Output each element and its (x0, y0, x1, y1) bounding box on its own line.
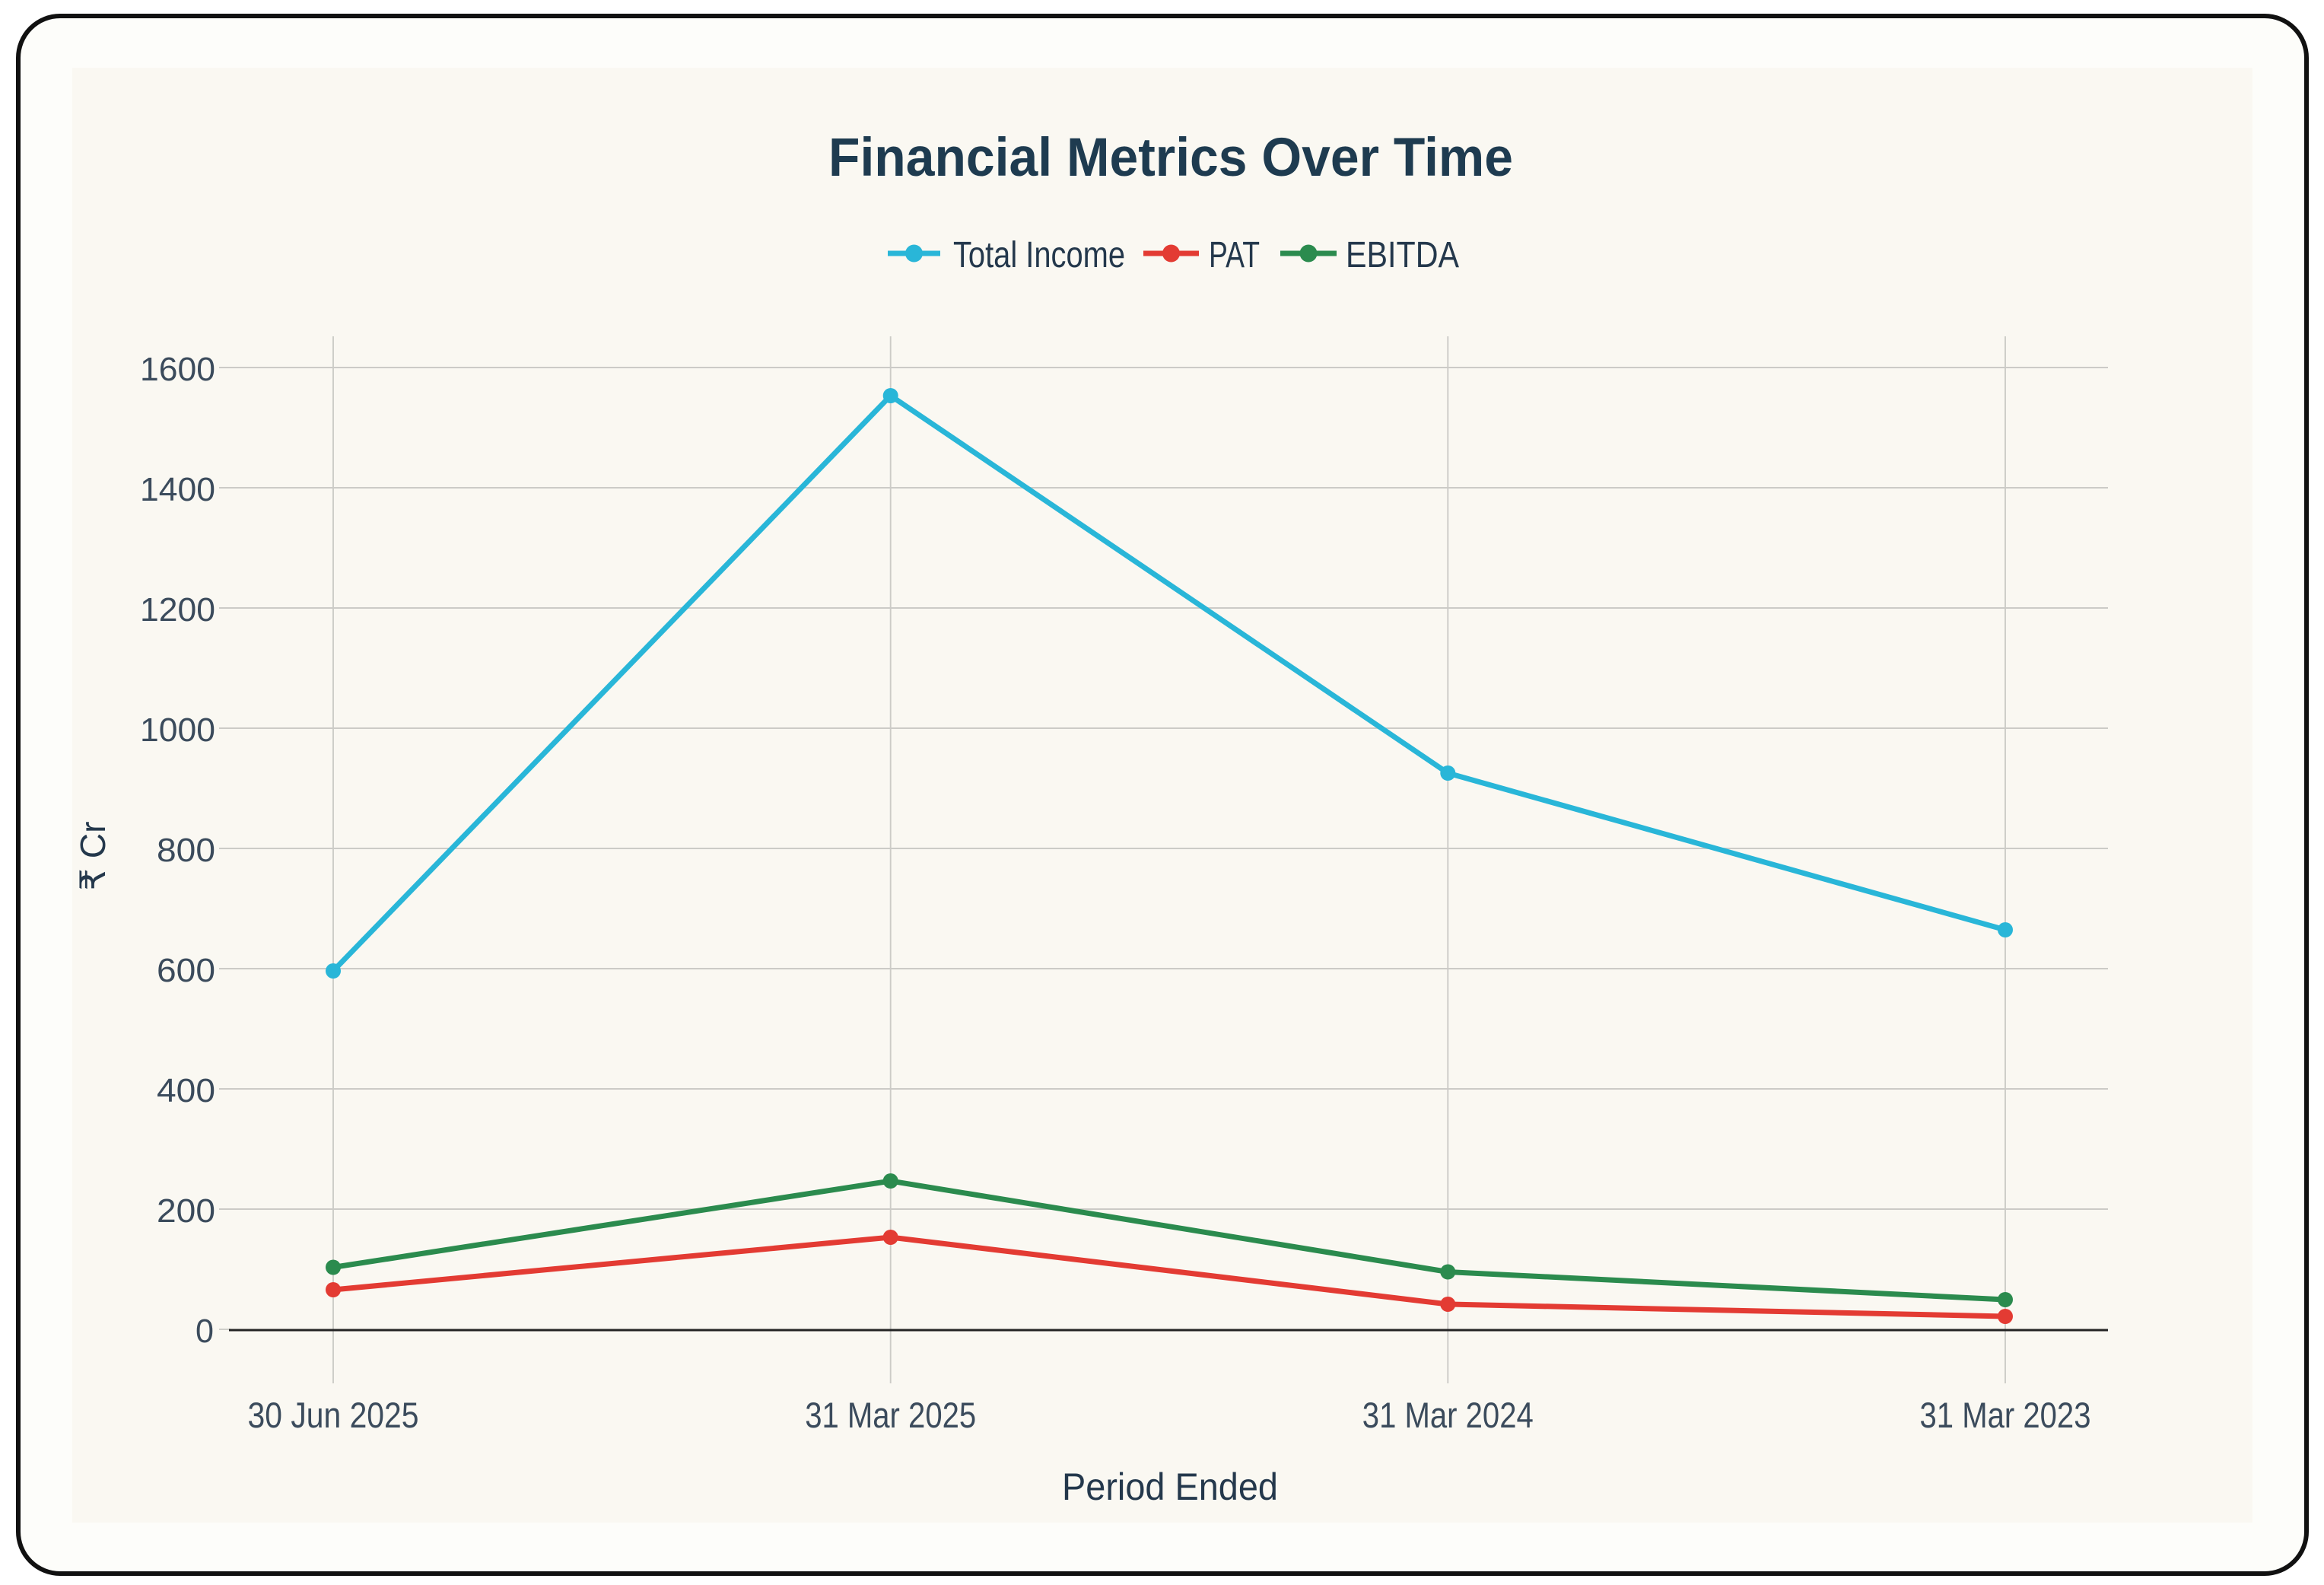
svg-text:PAT: PAT (1209, 235, 1260, 275)
svg-text:Financial Metrics Over Time: Financial Metrics Over Time (828, 128, 1513, 188)
svg-text:200: 200 (157, 1192, 215, 1230)
svg-text:1600: 1600 (140, 351, 215, 388)
svg-text:800: 800 (157, 832, 215, 869)
svg-text:31 Mar 2024: 31 Mar 2024 (1362, 1395, 1534, 1435)
svg-text:Period Ended: Period Ended (1062, 1466, 1278, 1508)
svg-text:0: 0 (196, 1313, 214, 1350)
svg-text:31 Mar 2023: 31 Mar 2023 (1920, 1395, 2091, 1435)
svg-text:₹ Cr: ₹ Cr (73, 822, 113, 891)
svg-text:1400: 1400 (140, 471, 215, 508)
svg-text:Total Income: Total Income (953, 235, 1125, 275)
svg-text:1200: 1200 (140, 591, 215, 629)
svg-text:30 Jun 2025: 30 Jun 2025 (248, 1395, 419, 1435)
svg-text:400: 400 (157, 1072, 215, 1109)
svg-text:600: 600 (157, 952, 215, 989)
svg-text:31 Mar 2025: 31 Mar 2025 (805, 1395, 976, 1435)
svg-text:EBITDA: EBITDA (1346, 235, 1459, 275)
svg-text:1000: 1000 (140, 711, 215, 749)
